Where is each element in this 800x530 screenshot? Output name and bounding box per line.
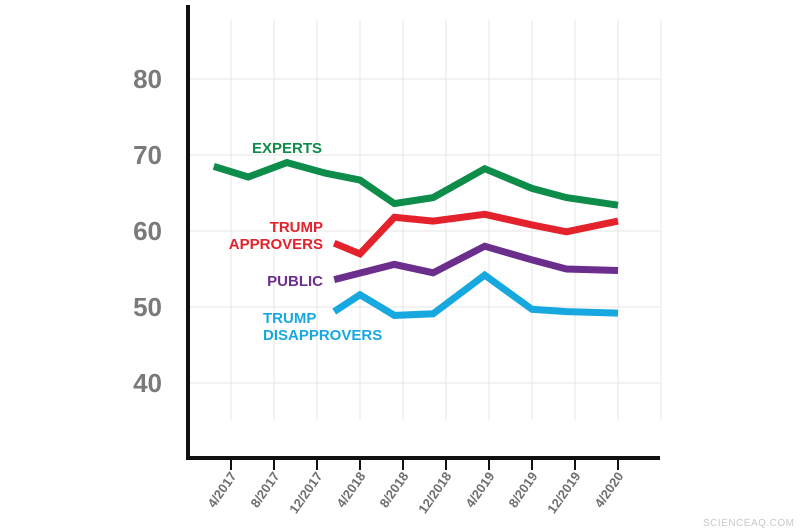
x-tick-label: 12/2017 [286, 469, 325, 516]
x-tick-label: 8/2017 [247, 469, 282, 510]
x-tick-label: 12/2019 [544, 469, 583, 516]
x-tick-label: 4/2019 [462, 469, 497, 510]
series-label-trump-approvers: APPROVERS [229, 236, 323, 253]
x-tick-label: 4/2020 [591, 469, 626, 510]
watermark: SCIENCEAQ.COM [703, 518, 795, 529]
x-tick-label: 4/2018 [333, 469, 368, 510]
series-label-trump-approvers: TRUMP [270, 219, 323, 236]
series-label-experts: EXPERTS [252, 140, 322, 157]
series-line-public [333, 242, 619, 283]
x-tick-label: 4/2017 [204, 469, 239, 510]
y-tick-label: 60 [133, 216, 162, 246]
series-line-trump-disapprovers [332, 270, 619, 319]
x-tick-label: 8/2018 [376, 469, 411, 510]
y-tick-label: 40 [133, 368, 162, 398]
series-line-trump-approvers [332, 210, 619, 258]
y-tick-label: 70 [133, 140, 162, 170]
series-label-trump-disapprovers: DISAPPROVERS [263, 327, 382, 344]
series-label-public: PUBLIC [267, 273, 323, 290]
y-tick-label: 50 [133, 292, 162, 322]
y-tick-label: 80 [133, 64, 162, 94]
x-tick-label: 8/2019 [505, 469, 540, 510]
series-line-experts [212, 158, 619, 209]
x-tick-label: 12/2018 [415, 469, 454, 516]
series-label-trump-disapprovers: TRUMP [263, 310, 316, 327]
